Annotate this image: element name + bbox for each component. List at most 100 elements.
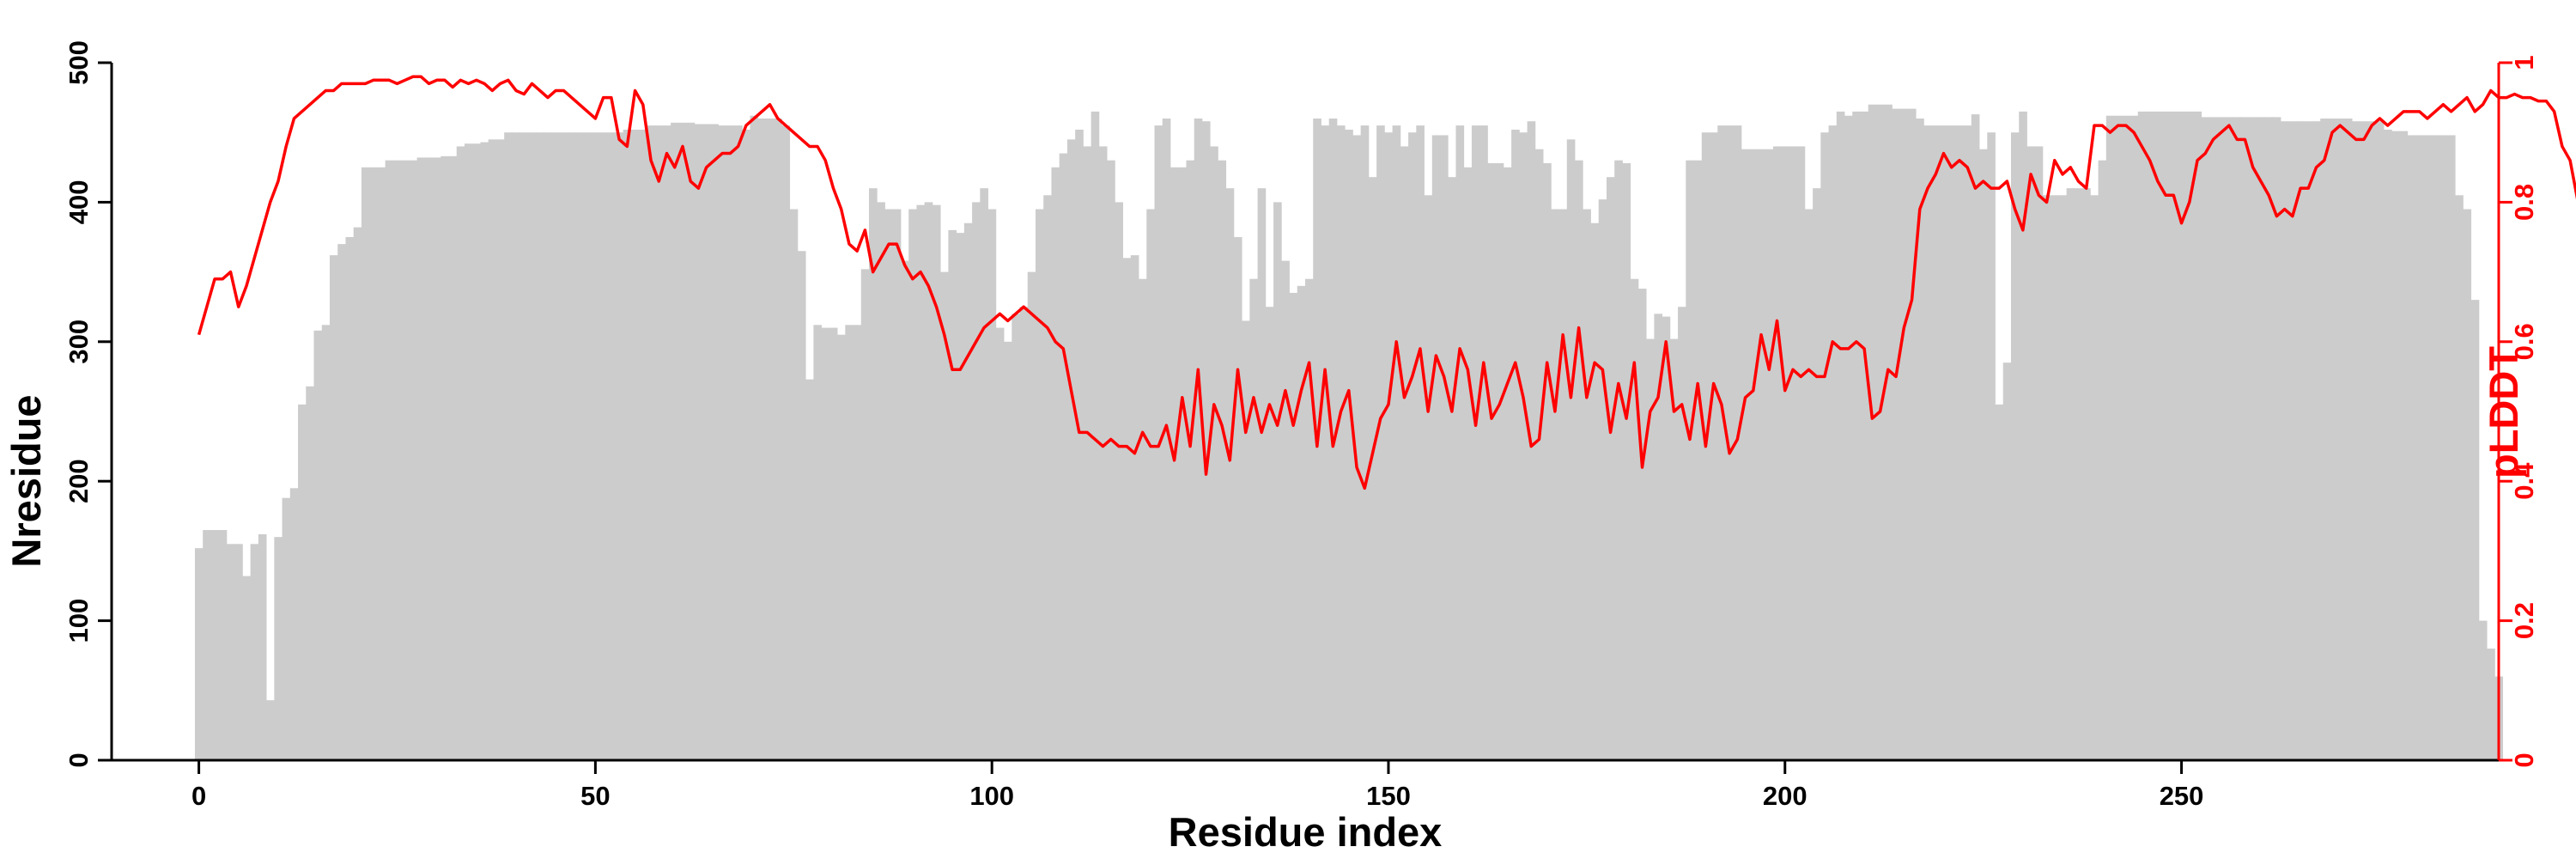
- bar: [1416, 125, 1425, 760]
- bar: [789, 209, 799, 760]
- bar: [480, 142, 489, 760]
- bar: [2304, 121, 2313, 760]
- bar: [1606, 177, 1615, 761]
- bar: [1939, 125, 1948, 760]
- bar: [797, 251, 806, 760]
- bar: [2415, 135, 2424, 760]
- bar: [575, 132, 584, 760]
- bar: [2249, 117, 2257, 761]
- bar: [2343, 118, 2353, 760]
- bar: [774, 118, 782, 760]
- bar: [1273, 202, 1282, 760]
- bar: [2478, 620, 2488, 760]
- bar: [2114, 115, 2123, 760]
- bar: [2146, 111, 2154, 761]
- bar: [2066, 188, 2075, 760]
- bar: [1916, 118, 1924, 760]
- bar: [750, 115, 759, 760]
- bar: [1336, 125, 1346, 760]
- bar: [448, 155, 458, 760]
- bar: [916, 204, 926, 760]
- x-tick-label: 150: [1366, 781, 1411, 811]
- bar: [1987, 132, 1996, 760]
- bar: [504, 132, 513, 760]
- bar: [1923, 125, 1933, 760]
- bar: [2264, 117, 2274, 761]
- bar: [671, 122, 679, 760]
- bar: [995, 327, 1005, 760]
- right-y-axis-title: pLDDT: [2481, 346, 2526, 478]
- bar: [1194, 118, 1203, 760]
- bar: [1027, 271, 1036, 761]
- bar: [2296, 121, 2306, 760]
- bar: [1551, 209, 1559, 760]
- bar: [647, 125, 656, 760]
- bar: [2161, 111, 2171, 761]
- bar: [1297, 285, 1306, 761]
- bar: [1796, 146, 1806, 760]
- bar: [940, 271, 949, 761]
- bar: [980, 188, 988, 760]
- bar: [2470, 300, 2480, 761]
- bar: [2281, 121, 2289, 760]
- bar: [2034, 146, 2044, 760]
- bar: [1678, 307, 1686, 760]
- bar: [1059, 153, 1068, 760]
- bar: [2320, 118, 2329, 760]
- bar: [1257, 188, 1267, 760]
- bar: [2185, 111, 2194, 761]
- bar: [742, 129, 750, 760]
- bar: [845, 325, 854, 760]
- bar: [488, 139, 497, 760]
- bars-layer: [194, 104, 2504, 761]
- bar: [1772, 146, 1782, 760]
- bar: [1400, 146, 1409, 760]
- bar: [1115, 202, 1123, 760]
- bar: [1265, 307, 1274, 760]
- bar: [1384, 132, 1393, 760]
- bar: [1051, 167, 1060, 761]
- bar: [2177, 111, 2186, 761]
- bar: [519, 132, 529, 760]
- right-y-tick-label: 0.2: [2509, 602, 2539, 639]
- bar: [1820, 132, 1829, 760]
- bar: [1575, 160, 1583, 760]
- bar: [1210, 146, 1218, 760]
- bar: [718, 125, 727, 760]
- y-axis-title: Nresidue: [3, 394, 49, 567]
- bar: [1455, 125, 1465, 760]
- bar: [607, 132, 616, 760]
- bar: [972, 202, 981, 760]
- bar: [884, 209, 894, 760]
- bar: [1471, 125, 1480, 760]
- bar: [2407, 135, 2416, 760]
- bar: [2328, 118, 2337, 760]
- bar: [702, 124, 711, 760]
- bar: [1066, 139, 1076, 760]
- bar: [1828, 125, 1838, 760]
- bar: [1543, 162, 1552, 760]
- bar: [1669, 338, 1679, 760]
- bar: [639, 129, 647, 760]
- bar: [289, 488, 299, 760]
- bar: [987, 209, 997, 760]
- bar: [829, 327, 838, 760]
- bar: [2098, 160, 2107, 760]
- bar: [1201, 121, 1211, 760]
- bar: [869, 188, 878, 760]
- bar: [2010, 132, 2020, 760]
- bar: [1440, 135, 1449, 760]
- bar: [908, 209, 917, 760]
- bar: [1043, 195, 1052, 760]
- bar: [2257, 117, 2265, 761]
- bar: [1781, 146, 1789, 760]
- bar: [313, 330, 323, 760]
- bar: [1019, 307, 1029, 760]
- bar: [1130, 255, 1139, 760]
- bar: [472, 143, 481, 760]
- right-y-tick-label: 0.6: [2509, 323, 2539, 360]
- bar: [2375, 121, 2385, 760]
- bar: [203, 530, 211, 760]
- bar: [1765, 149, 1774, 760]
